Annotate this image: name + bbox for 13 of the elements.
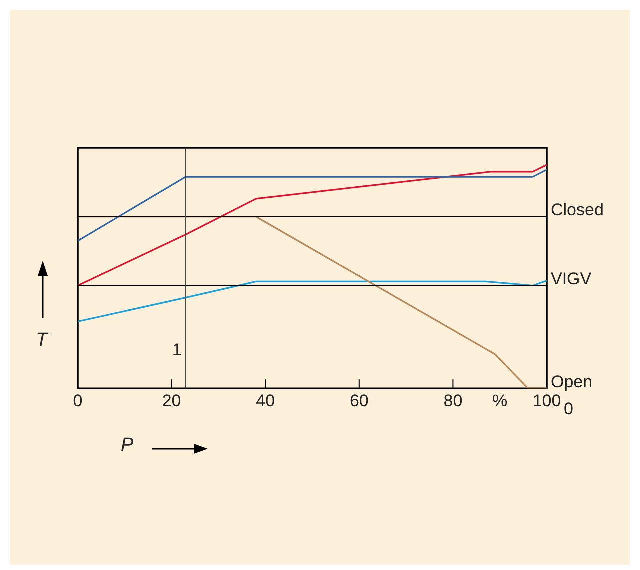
x-tick-label: 80 <box>444 391 463 410</box>
x-tick-label: 100 <box>532 391 562 410</box>
x-axis-title: P <box>121 435 134 457</box>
ref-line-label: Closed <box>551 200 604 220</box>
x-tick-label: 60 <box>350 391 369 410</box>
y-axis-title: T <box>36 330 48 352</box>
x-tick-label: 40 <box>256 391 276 410</box>
ref-line-label: VIGV <box>551 269 592 288</box>
annotation: 1 <box>172 340 182 360</box>
x-tick-label: % <box>492 391 508 410</box>
text: Open <box>551 372 593 392</box>
x-tick-label: 20 <box>162 391 182 410</box>
x-tick-label: 0 <box>73 391 83 410</box>
